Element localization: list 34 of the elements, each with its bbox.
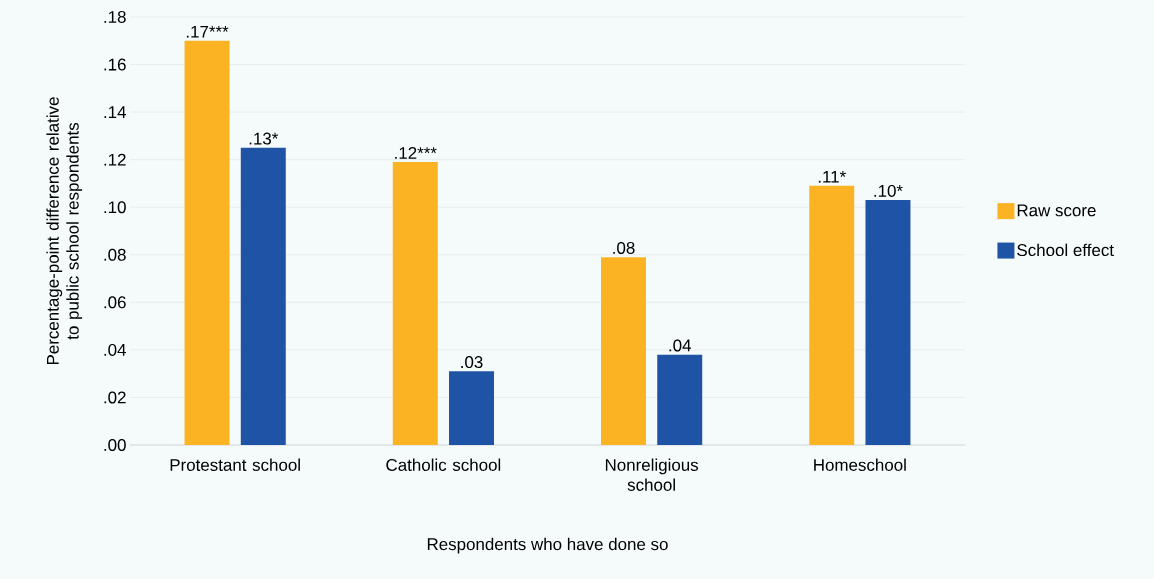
x-tick-label: Protestant school xyxy=(170,458,300,471)
y-tick-label: .02 xyxy=(104,391,126,404)
bar xyxy=(657,354,703,445)
legend-label: School effect xyxy=(1017,243,1114,257)
bar xyxy=(392,162,438,445)
bar xyxy=(601,257,646,445)
x-tick-label: Homeschool xyxy=(814,458,906,471)
y-tick-label: .06 xyxy=(104,296,126,309)
y-tick-label: .16 xyxy=(104,58,126,71)
bar xyxy=(449,371,494,445)
bar xyxy=(865,200,911,445)
bar xyxy=(809,185,855,445)
legend-label: Raw score xyxy=(1017,204,1096,217)
y-tick-label: .00 xyxy=(104,439,126,451)
y-tick-label: .18 xyxy=(104,11,126,23)
y-axis-title: Percentage-point difference relative to public school respondents xyxy=(46,97,83,365)
data-label: .13* xyxy=(249,132,279,145)
x-axis-title: Respondents who have done so xyxy=(427,537,668,554)
x-tick-label: Catholic school xyxy=(386,458,501,471)
y-tick-label: .14 xyxy=(104,106,126,118)
data-label: .11* xyxy=(818,170,846,183)
x-tick-label: Nonreligious school xyxy=(605,458,699,491)
data-label: .10* xyxy=(874,184,903,197)
data-label: .17*** xyxy=(186,25,229,38)
bar xyxy=(240,147,286,445)
data-label: .03 xyxy=(461,356,483,369)
y-tick-label: .12 xyxy=(104,153,126,166)
y-tick-label: .04 xyxy=(104,343,126,356)
data-label: .12*** xyxy=(395,147,437,159)
data-label: .04 xyxy=(669,339,692,352)
y-tick-label: .10 xyxy=(104,201,126,214)
data-label: .08 xyxy=(613,241,635,254)
bar xyxy=(184,40,230,445)
y-tick-label: .08 xyxy=(104,248,126,261)
